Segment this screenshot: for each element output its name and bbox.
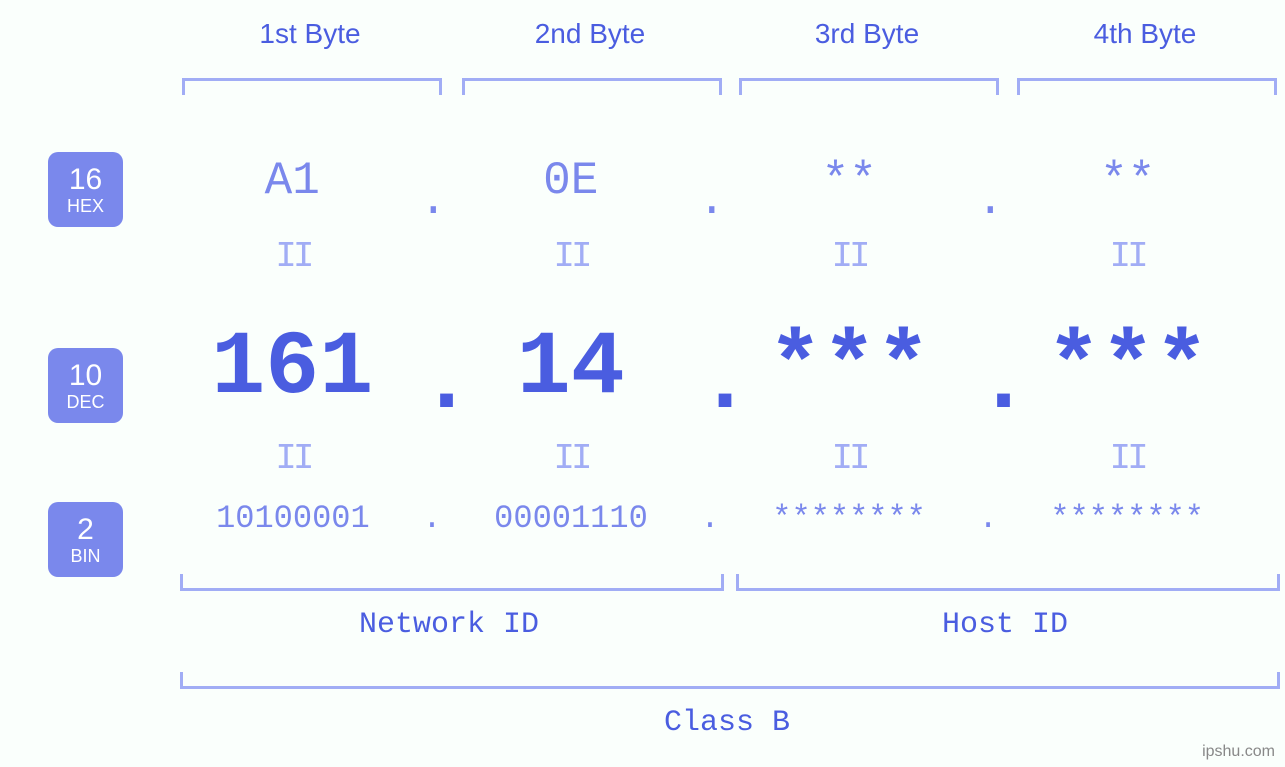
byte-header-1: 1st Byte bbox=[180, 18, 440, 50]
base-name-dec: DEC bbox=[66, 393, 104, 411]
bracket-byte-4 bbox=[1017, 78, 1277, 95]
label-host-id: Host ID bbox=[736, 608, 1274, 642]
dec-dot-1: . bbox=[420, 333, 444, 435]
equals-row-2: II II II II bbox=[165, 438, 1255, 479]
bracket-byte-2 bbox=[462, 78, 722, 95]
eq2-4: II bbox=[999, 438, 1255, 479]
eq2-2: II bbox=[443, 438, 699, 479]
base-badge-bin: 2 BIN bbox=[48, 502, 123, 577]
hex-byte-1: A1 bbox=[165, 155, 420, 207]
dec-byte-2: 14 bbox=[444, 318, 699, 420]
label-class: Class B bbox=[180, 706, 1274, 740]
base-name-hex: HEX bbox=[67, 197, 104, 215]
equals-row-1: II II II II bbox=[165, 236, 1255, 277]
dec-byte-1: 161 bbox=[165, 318, 420, 420]
bin-row: 10100001 . 00001110 . ******** . *******… bbox=[165, 500, 1255, 537]
dec-dot-2: . bbox=[698, 333, 722, 435]
bracket-byte-1 bbox=[182, 78, 442, 95]
hex-byte-4: ** bbox=[1001, 155, 1256, 207]
bin-dot-1: . bbox=[421, 500, 443, 537]
base-num-dec: 10 bbox=[69, 361, 102, 391]
bracket-class bbox=[180, 672, 1280, 689]
bin-byte-3: ******** bbox=[721, 500, 977, 537]
hex-dot-1: . bbox=[420, 175, 444, 227]
byte-header-4: 4th Byte bbox=[1015, 18, 1275, 50]
eq1-4: II bbox=[999, 236, 1255, 277]
bin-byte-2: 00001110 bbox=[443, 500, 699, 537]
eq2-1: II bbox=[165, 438, 421, 479]
bin-byte-1: 10100001 bbox=[165, 500, 421, 537]
base-num-bin: 2 bbox=[77, 515, 94, 545]
hex-byte-3: ** bbox=[722, 155, 977, 207]
base-badge-hex: 16 HEX bbox=[48, 152, 123, 227]
bracket-byte-3 bbox=[739, 78, 999, 95]
base-name-bin: BIN bbox=[70, 547, 100, 565]
byte-header-2: 2nd Byte bbox=[460, 18, 720, 50]
bracket-network-id bbox=[180, 574, 724, 591]
eq1-2: II bbox=[443, 236, 699, 277]
label-network-id: Network ID bbox=[180, 608, 718, 642]
bin-dot-3: . bbox=[977, 500, 999, 537]
hex-dot-3: . bbox=[977, 175, 1001, 227]
dec-dot-3: . bbox=[977, 333, 1001, 435]
eq1-3: II bbox=[721, 236, 977, 277]
hex-byte-2: 0E bbox=[444, 155, 699, 207]
base-num-hex: 16 bbox=[69, 165, 102, 195]
eq2-3: II bbox=[721, 438, 977, 479]
dec-row: 161 . 14 . *** . *** bbox=[165, 318, 1255, 420]
hex-dot-2: . bbox=[698, 175, 722, 227]
base-badge-dec: 10 DEC bbox=[48, 348, 123, 423]
byte-header-3: 3rd Byte bbox=[737, 18, 997, 50]
bin-dot-2: . bbox=[699, 500, 721, 537]
dec-byte-4: *** bbox=[1001, 318, 1256, 420]
bracket-host-id bbox=[736, 574, 1280, 591]
attribution: ipshu.com bbox=[1202, 743, 1275, 761]
hex-row: A1 . 0E . ** . ** bbox=[165, 155, 1255, 207]
dec-byte-3: *** bbox=[722, 318, 977, 420]
bin-byte-4: ******** bbox=[999, 500, 1255, 537]
eq1-1: II bbox=[165, 236, 421, 277]
